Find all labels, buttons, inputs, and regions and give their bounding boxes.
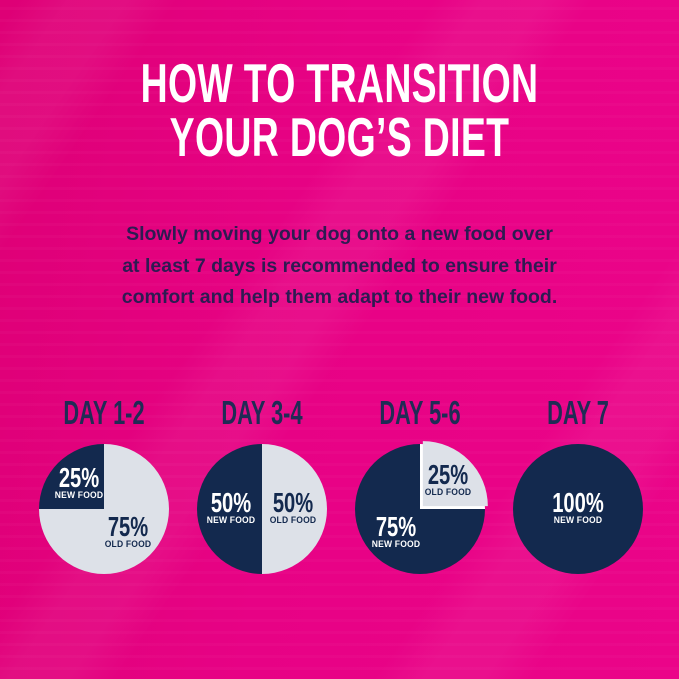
pie-slice-old-food xyxy=(422,441,488,507)
pie-chart: 100% NEW FOOD xyxy=(499,436,657,582)
pie-svg xyxy=(39,444,169,574)
pie-slice-old-food xyxy=(39,444,169,574)
pie-slice-new-food xyxy=(197,444,262,574)
pie-svg xyxy=(197,444,327,574)
pie-chart: 25% NEW FOOD 75% OLD FOOD xyxy=(25,436,183,582)
chart-column: DAY 1-2 25% NEW FOOD 75% OLD FOOD xyxy=(25,390,183,590)
intro-line-1: Slowly moving your dog onto a new food o… xyxy=(126,223,553,245)
pie-slice-new-food xyxy=(513,444,643,574)
intro-text: Slowly moving your dog onto a new food o… xyxy=(0,219,679,314)
intro-line-2: at least 7 days is recommended to ensure… xyxy=(122,254,557,277)
title-line-2: YOUR DOG’S DIET xyxy=(169,106,510,168)
pie-chart: 75% NEW FOOD 25% OLD FOOD xyxy=(341,436,499,582)
chart-column: DAY 7 100% NEW FOOD xyxy=(499,390,657,590)
pie-svg xyxy=(355,441,488,574)
day-label: DAY 3-4 xyxy=(221,394,303,431)
day-label: DAY 5-6 xyxy=(379,394,461,431)
pie-chart: 50% NEW FOOD 50% OLD FOOD xyxy=(183,436,341,582)
day-label: DAY 7 xyxy=(547,394,609,431)
chart-column: DAY 5-6 75% NEW FOOD 25% OLD FOOD xyxy=(341,390,499,590)
title-line-1: HOW TO TRANSITION xyxy=(140,52,539,114)
day-label: DAY 1-2 xyxy=(63,394,145,431)
charts-row: DAY 1-2 25% NEW FOOD 75% OLD FOOD DAY 3-4 50% N… xyxy=(25,390,657,590)
pie-slice-old-food xyxy=(262,444,327,574)
pie-svg xyxy=(513,444,643,574)
pie-slice-new-food xyxy=(39,444,104,509)
chart-column: DAY 3-4 50% NEW FOOD 50% OLD FOOD xyxy=(183,390,341,590)
intro-line-3: comfort and help them adapt to their new… xyxy=(121,286,558,308)
page-title: HOW TO TRANSITION YOUR DOG’S DIET xyxy=(0,52,679,168)
